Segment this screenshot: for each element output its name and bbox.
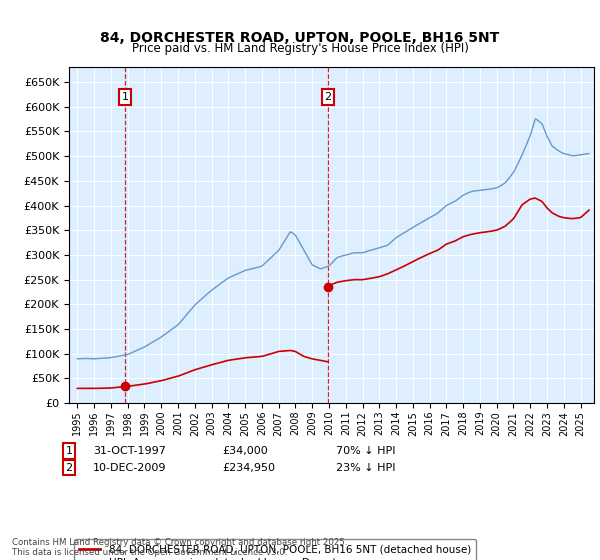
Text: Price paid vs. HM Land Registry's House Price Index (HPI): Price paid vs. HM Land Registry's House … bbox=[131, 42, 469, 55]
Text: 1: 1 bbox=[121, 92, 128, 102]
Text: 1: 1 bbox=[65, 446, 73, 456]
Text: 23% ↓ HPI: 23% ↓ HPI bbox=[336, 463, 395, 473]
Text: Contains HM Land Registry data © Crown copyright and database right 2025.
This d: Contains HM Land Registry data © Crown c… bbox=[12, 538, 347, 557]
Text: £34,000: £34,000 bbox=[222, 446, 268, 456]
Text: 2: 2 bbox=[325, 92, 332, 102]
Legend: 84, DORCHESTER ROAD, UPTON, POOLE, BH16 5NT (detached house), HPI: Average price: 84, DORCHESTER ROAD, UPTON, POOLE, BH16 … bbox=[74, 539, 476, 560]
Text: £234,950: £234,950 bbox=[222, 463, 275, 473]
Text: 10-DEC-2009: 10-DEC-2009 bbox=[93, 463, 167, 473]
Text: 2: 2 bbox=[65, 463, 73, 473]
Text: 31-OCT-1997: 31-OCT-1997 bbox=[93, 446, 166, 456]
Text: 70% ↓ HPI: 70% ↓ HPI bbox=[336, 446, 395, 456]
Text: 84, DORCHESTER ROAD, UPTON, POOLE, BH16 5NT: 84, DORCHESTER ROAD, UPTON, POOLE, BH16 … bbox=[100, 31, 500, 45]
